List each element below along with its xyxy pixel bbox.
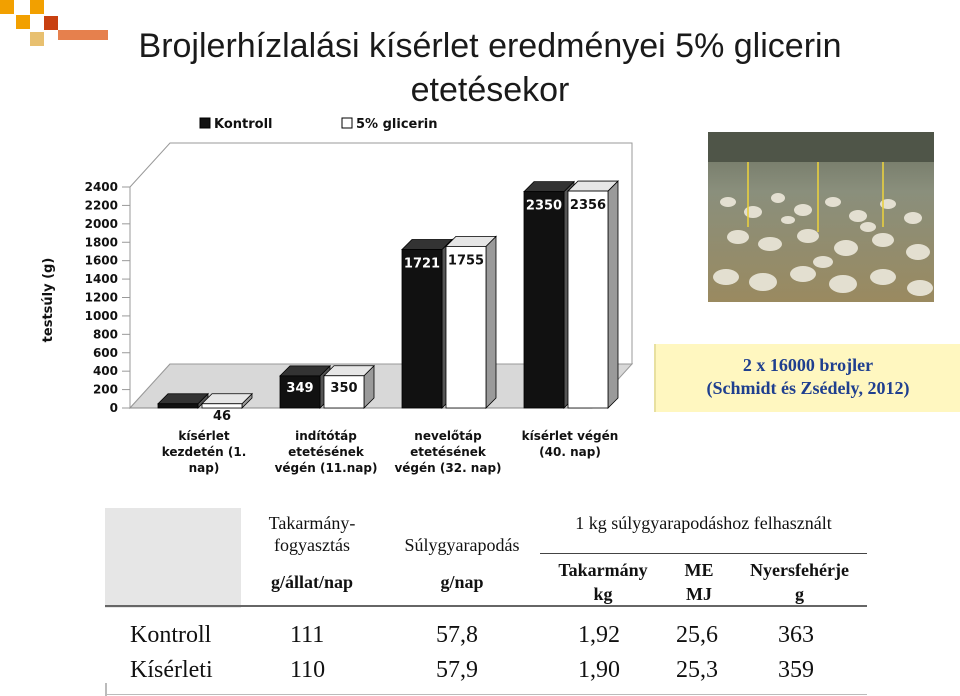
bar [279,375,321,409]
source-box: 2 x 16000 brojler (Schmidt és Zsédely, 2… [654,344,960,412]
table-label-block [105,508,241,608]
data-label: 349 [286,381,313,396]
row-kiserleti-cp: 359 [778,657,814,683]
y-axis-label: testsúly (g) [41,258,56,343]
legend-label-glicerin: 5% glicerin [356,117,437,132]
y-tick-label: 800 [93,327,118,341]
row-kiserleti-gain: 57,9 [436,657,478,683]
crude-protein-header-line1: Nyersfehérje [750,560,849,580]
table-bottom-rule [105,694,867,695]
data-label: 350 [330,381,357,396]
bar [323,375,365,409]
bar-side [485,235,497,409]
row-kontroll-feed: 111 [290,622,325,648]
group-header: 1 kg súlygyarapodáshoz felhasznált [575,513,832,533]
slide-title-line2: etetésekor [410,71,570,109]
weight-gain-header: Súlygyarapodás [404,535,520,555]
legend-swatch-glicerin [341,117,353,129]
legend-swatch-kontroll [199,117,211,129]
table-header-divider [105,605,867,607]
row-kontroll-cp: 363 [778,622,814,648]
bar [567,190,609,409]
table-group-divider [540,553,867,554]
data-label: 46 [169,409,187,424]
row-kiserleti-me: 25,3 [676,657,718,683]
bar [401,249,443,409]
feed-intake-header-line1: Takarmány- [268,513,356,533]
me-header-line1: ME [684,560,714,580]
data-label: 1755 [448,253,484,268]
y-tick-label: 200 [93,383,118,397]
row-kiserleti-name: Kísérleti [130,657,213,683]
slide-title-line1: Brojlerhízlalási kísérlet eredményei 5% … [138,27,842,65]
feed-kg-header-line2: kg [593,584,613,604]
feed-intake-unit: g/állat/nap [270,572,354,592]
y-tick-label: 2000 [85,217,118,231]
source-line1: 2 x 16000 brojler [742,355,874,375]
data-label: 2356 [570,198,606,213]
legend-label-kontroll: Kontroll [214,117,273,132]
bar [445,245,487,409]
row-kiserleti-feed: 110 [290,657,326,683]
feed-kg-header-line1: Takarmány [558,560,648,580]
table-left-rule [105,683,107,696]
y-tick-label: 1800 [85,235,118,249]
feed-intake-header: Takarmány- fogyasztás [240,512,384,556]
y-tick-label: 1200 [85,291,118,305]
data-label: 2350 [526,199,562,214]
y-tick-label: 2400 [85,180,118,194]
results-table: Takarmány- fogyasztás g/állat/nap Súlygy… [0,500,960,696]
slide-title: Brojlerhízlalási kísérlet eredményei 5% … [80,24,900,112]
bar-side [607,180,619,409]
feed-intake-header-line2: fogyasztás [274,535,350,555]
bar [523,191,565,409]
x-tick-label: kísérlet [178,429,230,443]
x-tick-label: indítótáp [295,429,357,443]
weight-gain-unit: g/nap [440,572,484,592]
data-label: 46 [213,409,231,424]
row-kiserleti-fcr: 1,90 [578,657,620,683]
x-tick-label: kezdetén (1. [162,445,247,459]
bar-chart: 0 200 400 600 800 1000 1200 1400 1600 1800 2000 220… [41,117,634,475]
crude-protein-header: Nyersfehérje g [732,558,867,606]
me-header-line2: MJ [686,584,712,604]
x-tick-label: kísérlet végén [522,429,619,443]
x-tick-label: végén (11.nap) [275,461,378,475]
x-tick-label: etetésének [288,445,365,459]
y-tick-label: 2200 [85,198,118,212]
bar [157,403,199,409]
corner-decoration [0,0,108,46]
broiler-barn-photo [708,132,934,302]
row-kontroll-name: Kontroll [130,622,212,648]
y-tick-label: 1400 [85,272,118,286]
me-header: ME MJ [666,558,732,606]
bar [201,403,243,409]
row-kontroll-fcr: 1,92 [578,622,620,648]
y-tick-label: 400 [93,364,118,378]
data-label: 1721 [404,257,440,272]
y-tick-label: 600 [93,346,118,360]
row-kontroll-me: 25,6 [676,622,718,648]
x-tick-label: etetésének [410,445,487,459]
y-tick-label: 0 [110,401,118,415]
x-tick-label: nevelőtáp [414,429,482,443]
crude-protein-header-line2: g [795,584,804,604]
x-tick-label: nap) [189,461,220,475]
feed-kg-header: Takarmány kg [540,558,666,606]
row-kontroll-gain: 57,8 [436,622,478,648]
y-tick-label: 1600 [85,254,118,268]
y-tick-label: 1000 [85,309,118,323]
x-tick-label: végén (32. nap) [394,461,501,475]
source-line2: (Schmidt és Zsédely, 2012) [706,378,910,398]
x-tick-label: (40. nap) [539,445,601,459]
